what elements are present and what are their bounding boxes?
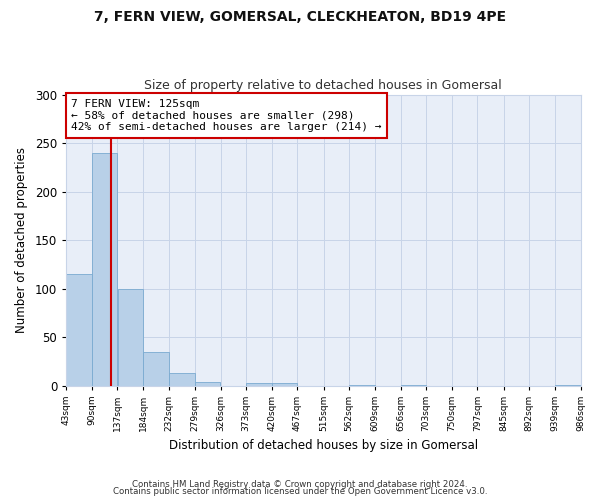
Bar — [118, 288, 143, 386]
Bar — [67, 274, 92, 386]
Y-axis label: Number of detached properties: Number of detached properties — [15, 147, 28, 333]
Bar — [143, 352, 169, 386]
Text: Contains public sector information licensed under the Open Government Licence v3: Contains public sector information licen… — [113, 487, 487, 496]
Text: 7 FERN VIEW: 125sqm
← 58% of detached houses are smaller (298)
42% of semi-detac: 7 FERN VIEW: 125sqm ← 58% of detached ho… — [71, 99, 382, 132]
Bar — [349, 385, 375, 386]
Bar — [195, 382, 220, 386]
Bar — [401, 385, 426, 386]
Bar — [169, 373, 195, 386]
Bar — [272, 383, 298, 386]
Title: Size of property relative to detached houses in Gomersal: Size of property relative to detached ho… — [145, 79, 502, 92]
Text: Contains HM Land Registry data © Crown copyright and database right 2024.: Contains HM Land Registry data © Crown c… — [132, 480, 468, 489]
Text: 7, FERN VIEW, GOMERSAL, CLECKHEATON, BD19 4PE: 7, FERN VIEW, GOMERSAL, CLECKHEATON, BD1… — [94, 10, 506, 24]
Bar — [92, 153, 118, 386]
Bar — [247, 383, 272, 386]
Bar — [555, 385, 580, 386]
X-axis label: Distribution of detached houses by size in Gomersal: Distribution of detached houses by size … — [169, 440, 478, 452]
